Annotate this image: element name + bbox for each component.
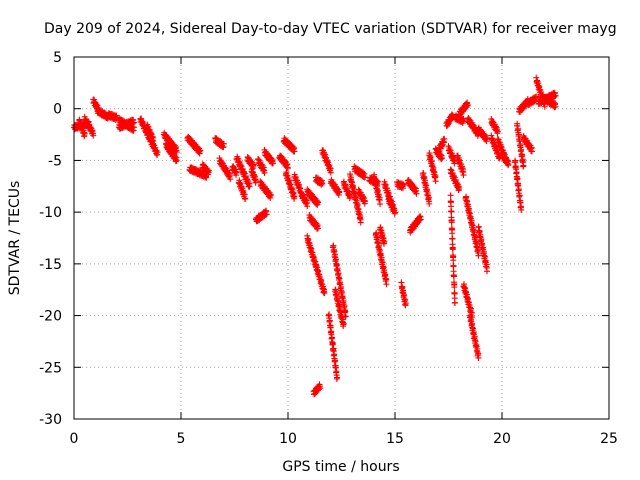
data-point: [242, 196, 249, 203]
data-point: [150, 137, 157, 144]
data-point: [314, 225, 321, 232]
data-point: [173, 149, 180, 156]
x-tick-label: 5: [177, 431, 186, 447]
data-point: [130, 119, 137, 126]
data-point: [448, 208, 455, 215]
data-point: [321, 290, 328, 297]
data-point: [494, 128, 501, 135]
y-tick-label: -30: [39, 412, 62, 428]
data-point: [319, 180, 326, 187]
data-point: [285, 165, 291, 172]
data-point: [541, 103, 548, 110]
x-axis-label: GPS time / hours: [282, 459, 399, 475]
x-tick-label: 0: [70, 431, 79, 447]
axis-ticks: 0 5 10 15 20 25 -30 -25 -20 -15 -10 -5 0 5: [39, 50, 618, 447]
data-point: [220, 140, 227, 147]
data-point: [340, 320, 347, 327]
data-point: [518, 206, 525, 213]
data-point: [456, 184, 463, 191]
data-point: [81, 130, 88, 137]
data-point: [291, 193, 298, 200]
data-point: [336, 188, 343, 195]
plot-frame: [73, 56, 610, 420]
data-point: [449, 246, 456, 253]
data-point: [314, 199, 321, 206]
data-point: [449, 230, 456, 237]
data-point: [205, 167, 212, 174]
y-tick-label: -10: [39, 205, 62, 221]
data-point: [552, 103, 559, 110]
data-point: [261, 169, 268, 176]
data-point: [451, 284, 458, 291]
data-point: [173, 157, 180, 164]
data-point: [291, 148, 298, 155]
data-point: [450, 273, 457, 280]
data-point: [381, 238, 388, 245]
x-tick-label: 20: [493, 431, 511, 447]
data-point: [263, 211, 270, 218]
data-point: [246, 183, 253, 190]
data-point: [362, 198, 369, 205]
y-tick-label: -15: [39, 257, 62, 273]
data-point: [233, 168, 240, 175]
x-tick-label: 15: [386, 431, 404, 447]
data-point: [317, 385, 324, 392]
grid-lines: [74, 57, 609, 419]
data-points: [71, 74, 559, 398]
data-point: [334, 374, 341, 381]
y-tick-label: -25: [39, 360, 62, 376]
data-point: [357, 219, 364, 226]
data-point: [447, 192, 454, 199]
data-point: [392, 209, 398, 216]
data-point: [417, 216, 424, 223]
data-point: [154, 149, 161, 156]
data-point: [270, 160, 277, 167]
data-point: [450, 263, 457, 270]
data-point: [450, 257, 457, 264]
data-point: [402, 300, 409, 307]
data-point: [464, 101, 471, 108]
x-tick-label: 25: [600, 431, 618, 447]
data-point: [505, 161, 512, 168]
data-point: [377, 201, 384, 208]
y-tick-label: 0: [53, 102, 62, 118]
chart-title: Day 209 of 2024, Sidereal Day-to-day VTE…: [44, 21, 617, 37]
data-point: [475, 354, 482, 361]
data-point: [432, 178, 439, 185]
data-point: [250, 161, 257, 168]
data-point: [449, 235, 456, 242]
y-axis-label: SDTVAR / TECUs: [7, 181, 23, 296]
data-point: [400, 181, 407, 188]
data-point: [533, 93, 540, 100]
data-point: [362, 174, 369, 181]
data-point: [90, 132, 97, 139]
x-tick-label: 10: [279, 431, 297, 447]
data-point: [426, 200, 433, 207]
data-point: [460, 172, 467, 179]
data-point: [451, 299, 458, 306]
data-point: [484, 134, 491, 141]
data-point: [439, 155, 446, 162]
y-tick-label: 5: [53, 50, 62, 66]
data-point: [520, 162, 527, 169]
data-point: [197, 147, 204, 154]
data-point: [528, 148, 535, 155]
y-tick-label: -5: [48, 153, 62, 169]
data-point: [267, 191, 274, 198]
data-point: [304, 203, 311, 210]
y-tick-label: -20: [39, 309, 62, 325]
data-point: [484, 268, 491, 275]
data-point: [441, 135, 448, 142]
data-point: [413, 190, 420, 197]
data-point: [227, 176, 234, 183]
data-point: [448, 219, 455, 226]
data-point: [552, 92, 559, 99]
data-point: [383, 281, 390, 288]
data-point: [327, 169, 334, 176]
data-point: [475, 252, 482, 259]
